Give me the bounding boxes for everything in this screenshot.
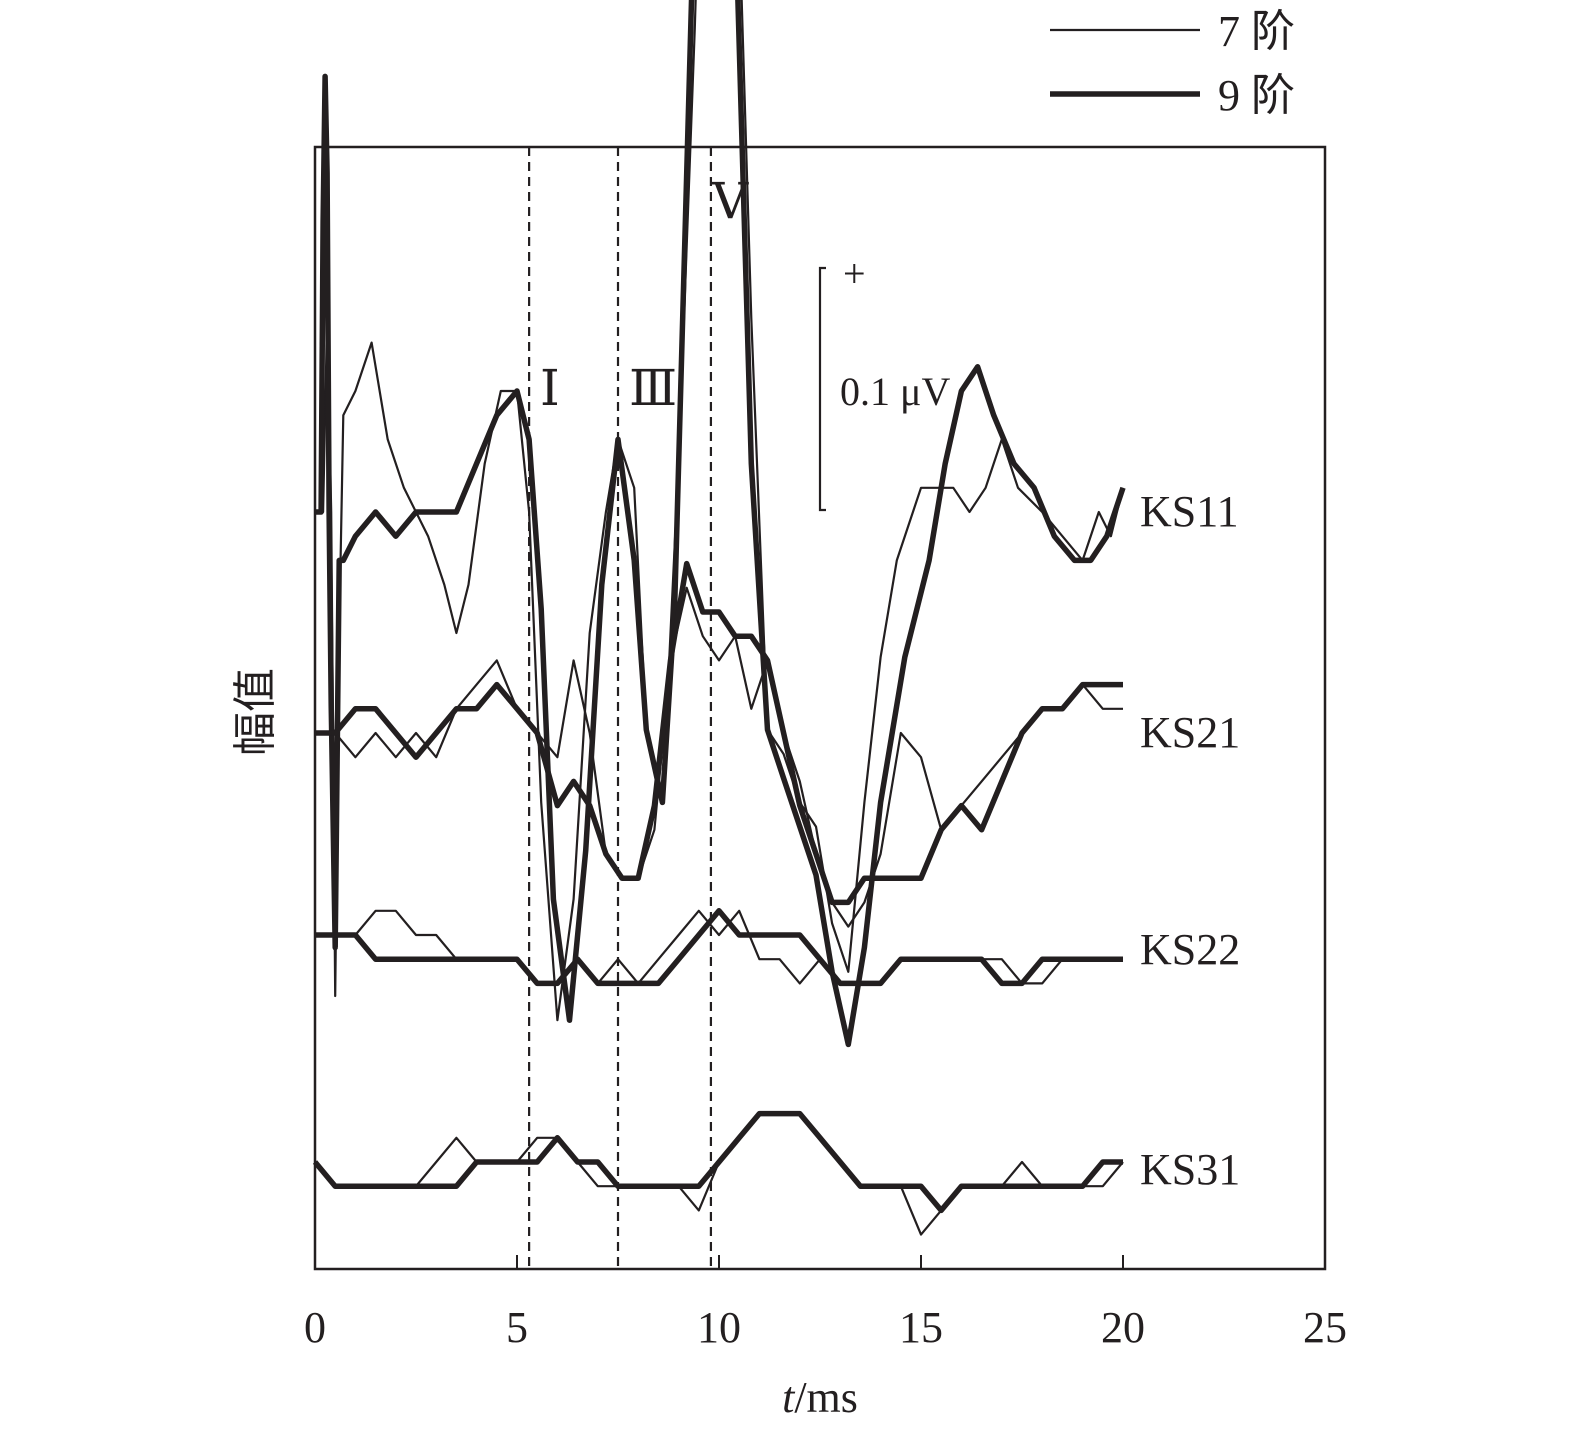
x-tick-label-15: 15 — [899, 1303, 943, 1352]
scale-bar: + 0.1 μV — [818, 251, 950, 512]
plot-frame — [313, 145, 1327, 1271]
x-axis-label-var: t — [782, 1373, 796, 1422]
y-axis-label: 幅值 — [231, 668, 280, 756]
legend-label-9: 9 阶 — [1218, 71, 1295, 120]
trace-label-ks11: KS11 — [1140, 487, 1239, 536]
series-ks11-9 — [315, 0, 1126, 1048]
trace-label-ks31: KS31 — [1140, 1145, 1240, 1194]
series-ks21-9 — [315, 560, 1123, 906]
scale-bar-label: 0.1 μV — [840, 369, 950, 414]
scale-bar-plus: + — [843, 251, 866, 296]
scale-bar-line — [818, 266, 826, 512]
series-ks31-7 — [314, 1112, 1124, 1236]
wave-markers — [528, 147, 713, 1269]
series-ks21-7 — [315, 586, 1123, 928]
x-tick-label-5: 5 — [506, 1303, 528, 1352]
trace-label-ks22: KS22 — [1140, 925, 1240, 974]
legend-label-7: 7 阶 — [1218, 7, 1295, 56]
wave-label-1: Ⅰ — [540, 360, 560, 416]
x-axis-label: t/ms — [782, 1373, 858, 1422]
trace-ks22: KS22 — [315, 908, 1240, 987]
x-tick-label-0: 0 — [304, 1303, 326, 1352]
x-axis: 0 5 10 15 20 25 — [304, 1255, 1347, 1352]
series-ks22-7 — [315, 909, 1123, 985]
legend: 7 阶 9 阶 — [1050, 7, 1295, 120]
trace-ks11: KS11 — [315, 0, 1239, 1048]
trace-ks21: KS21 — [315, 560, 1240, 928]
x-tick-label-25: 25 — [1303, 1303, 1347, 1352]
series-ks22-9 — [315, 908, 1123, 987]
wave-label-3: Ⅲ — [629, 360, 677, 416]
trace-ks31: KS31 — [312, 1110, 1240, 1236]
x-axis-label-unit: /ms — [794, 1373, 858, 1422]
x-tick-label-10: 10 — [697, 1303, 741, 1352]
x-tick-label-20: 20 — [1101, 1303, 1145, 1352]
traces: KS11 KS21 KS22 KS31 — [312, 0, 1240, 1236]
trace-label-ks21: KS21 — [1140, 708, 1240, 757]
series-ks31-9 — [312, 1110, 1123, 1214]
